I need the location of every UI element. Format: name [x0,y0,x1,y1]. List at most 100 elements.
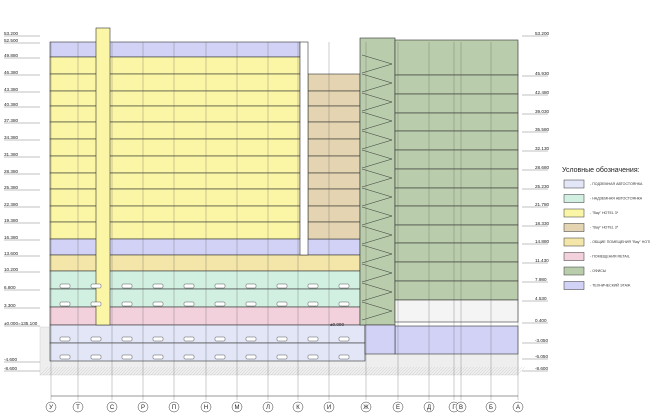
hatch-line [480,366,490,376]
axis-bubble [455,401,467,413]
hatch-line [66,366,76,376]
stair-flight [361,73,393,93]
hatch-line [225,366,235,376]
car-icon [214,301,226,307]
hatch-line [411,366,421,376]
office-floor [394,39,519,76]
car-icon [121,336,133,342]
hotel-floor-tan [307,188,361,207]
axis-bubble [485,401,497,413]
hatch-line [132,366,142,376]
hatch-line [375,366,385,376]
elevation-label: 28.380 [4,169,18,174]
hatch-line [396,366,406,376]
elevation-label: 52.500 [4,38,18,43]
hatch-line [234,366,244,376]
hatch-line [315,366,325,376]
hatch-line [117,366,127,376]
legend-swatch [563,266,585,276]
legend-swatch [563,194,585,203]
axis-label: Л [266,405,270,411]
hatch-line [189,366,199,376]
office-floor [394,130,519,151]
elevation-label: 7.980 [535,277,547,282]
hatch-line [441,366,451,376]
hatch-line [243,366,253,376]
hatch-line [42,366,52,376]
hatch-line [123,366,133,376]
car-icon [276,283,288,289]
hotel-floor [49,205,301,223]
hatch-line [150,366,160,376]
hatch-line [336,366,346,376]
axis-label: И [327,405,331,411]
axis-label: Е [396,405,400,411]
car-icon [152,283,164,289]
hatch-line [279,366,289,376]
office-floor [394,112,519,132]
car-icon [121,301,133,307]
stair-flight [361,301,393,321]
car-icon [121,283,133,289]
hatch-line [504,366,514,376]
elevation-label: 3.300 [4,303,16,308]
axis-bubble [137,401,149,413]
hatch-line [153,366,163,376]
hatch-line [147,366,157,376]
building-blocks: ±0.000 [49,27,519,362]
hatch-line [60,366,70,376]
car-icon [183,283,195,289]
office-floor [394,74,519,95]
hotel-floor [49,56,301,75]
hatch-line [348,366,358,376]
legend-item-label: - ПОМЕЩЕНИЯ RETAIL [590,255,630,259]
hatch-line [342,366,352,376]
hatch-line [276,366,286,376]
stair-flight [361,111,393,131]
hotel-floor [49,90,301,107]
hatch-line [213,366,223,376]
hatch-line [96,366,106,376]
hatch-line [126,366,136,376]
hatch-line [510,366,520,376]
axis-bubble [231,401,243,413]
hotel-floor-tan [307,205,361,223]
car-icon [90,336,102,342]
car-icon [59,354,71,360]
hatch-line [57,366,67,376]
hatch-line [387,366,397,376]
hatch-line [129,366,139,376]
axis-bubble [292,401,304,413]
elevation-label: 14.880 [535,239,549,244]
elevation-label: 39.030 [535,109,549,114]
legend-swatch [563,252,585,261]
hatch-line [417,366,427,376]
hatch-line [159,366,169,376]
hatch-line [309,366,319,376]
hatch-line [297,366,307,376]
elevator-shaft [95,27,111,326]
hatch-line [300,366,310,376]
hatch-line [363,366,373,376]
hotel-floor [49,172,301,190]
hatch-line [306,366,316,376]
axis-label: В [459,405,463,411]
elevation-label: -3.050 [535,338,548,343]
hatch-line [111,366,121,376]
hatch-line [420,366,430,376]
hatch-line [501,366,511,376]
axis-bubble [512,401,524,413]
hatch-line [291,366,301,376]
hotel-floor-tan [307,90,361,107]
hatch-line [303,366,313,376]
elevation-label: 6.800 [4,285,16,290]
hatch-line [135,366,145,376]
axis-label: Б [489,405,493,411]
hatch-line [507,366,517,376]
hatch-line [102,366,112,376]
elevation-label: 42.480 [535,90,549,95]
hatch-line [207,366,217,376]
car-icon [59,283,71,289]
technical-floor-basement [394,325,519,355]
axis-bubble [106,401,118,413]
